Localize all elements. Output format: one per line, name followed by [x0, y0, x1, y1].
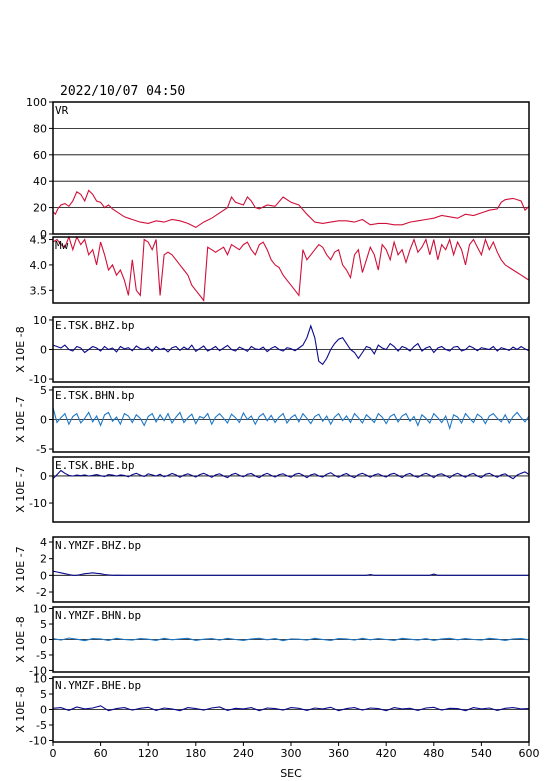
tsk_bhe-panel-label: E.TSK.BHE.bp — [55, 459, 134, 472]
ymzf_bhe-ytick-label: 5 — [40, 688, 47, 701]
ymzf_bhe-yaxis-label: X 10E -8 — [14, 686, 27, 732]
vr-ytick-label: 80 — [33, 122, 47, 135]
tsk_bhe-series-line — [52, 469, 530, 480]
ymzf_bhe-ytick-label: 10 — [33, 673, 47, 686]
xaxis-label: SEC — [280, 767, 302, 780]
ymzf_bhn-ytick-label: -5 — [36, 649, 47, 662]
tsk_bhz-panel-label: E.TSK.BHZ.bp — [55, 319, 134, 332]
ymzf_bhe-ytick-label: -10 — [29, 734, 47, 747]
date-time-header: 2022/10/07 04:50 — [60, 84, 186, 99]
ymzf_bhn-ytick-label: 10 — [33, 603, 47, 616]
ymzf_bhz-yaxis-label: X 10E -7 — [14, 546, 27, 592]
tsk_bhe-panel-frame — [52, 456, 530, 523]
tsk_bhz-ytick-label: 0 — [40, 344, 47, 357]
tsk_bhn-panel-label: E.TSK.BHN.bp — [55, 389, 134, 402]
vr-ytick-label: 60 — [33, 149, 47, 162]
ymzf_bhz-ytick-label: -2 — [36, 586, 47, 599]
mw-panel-frame — [52, 236, 530, 304]
ymzf_bhe-panel-label: N.YMZF.BHE.bp — [55, 679, 141, 692]
ymzf_bhe-ytick-label: -5 — [36, 719, 47, 732]
ymzf_bhe-series-line — [52, 705, 530, 712]
xtick-label: 240 — [233, 747, 254, 760]
xtick-label: 420 — [376, 747, 397, 760]
ymzf_bhn-ytick-label: 0 — [40, 634, 47, 647]
ymzf_bhz-ytick-label: 2 — [40, 553, 47, 566]
mw-ytick-label: 3.5 — [30, 284, 48, 297]
mw-ytick-label: 4.0 — [30, 259, 48, 272]
ymzf_bhn-yaxis-label: X 10E -8 — [14, 616, 27, 662]
vr-panel-label: VR — [55, 104, 69, 117]
xtick-label: 540 — [471, 747, 492, 760]
vr-panel-frame — [52, 101, 530, 235]
tsk_bhz-yaxis-label: X 10E -8 — [14, 326, 27, 372]
ymzf_bhz-ytick-label: 4 — [40, 536, 47, 549]
ymzf_bhn-panel-label: N.YMZF.BHN.bp — [55, 609, 141, 622]
vr-ytick-label: 100 — [26, 96, 47, 109]
xtick-label: 300 — [281, 747, 302, 760]
tsk_bhn-yaxis-label: X 10E -7 — [14, 396, 27, 442]
vr-series-line — [52, 189, 530, 229]
tsk_bhn-ytick-label: 0 — [40, 414, 47, 427]
tsk_bhn-series-line — [52, 407, 530, 431]
ymzf_bhz-panel-frame — [52, 536, 530, 603]
ymzf_bhz-panel-label: N.YMZF.BHZ.bp — [55, 539, 141, 552]
tsk_bhz-series-line — [52, 324, 530, 366]
xtick-label: 120 — [138, 747, 159, 760]
tsk_bhe-yaxis-label: X 10E -7 — [14, 466, 27, 512]
vr-ytick-label: 20 — [33, 202, 47, 215]
ymzf_bhe-ytick-label: 0 — [40, 704, 47, 717]
tsk_bhn-ytick-label: -5 — [36, 443, 47, 456]
xtick-label: 480 — [423, 747, 444, 760]
vr-ytick-label: 40 — [33, 175, 47, 188]
ymzf_bhz-series-line — [52, 570, 529, 576]
ymzf_bhn-ytick-label: 5 — [40, 618, 47, 631]
xtick-label: 0 — [50, 747, 57, 760]
xtick-label: 600 — [519, 747, 540, 760]
tsk_bhe-ytick-label: 0 — [40, 470, 47, 483]
tsk_bhz-ytick-label: -10 — [29, 373, 47, 386]
tsk_bhe-ytick-label: -10 — [29, 497, 47, 510]
ymzf_bhn-series-line — [52, 637, 530, 642]
tsk_bhn-ytick-label: 5 — [40, 384, 47, 397]
ymzf_bhn-ytick-label: -10 — [29, 664, 47, 677]
tsk_bhz-ytick-label: 10 — [33, 314, 47, 327]
xtick-label: 60 — [94, 747, 108, 760]
mw-series-line — [52, 235, 530, 302]
mw-ytick-label: 4.5 — [30, 234, 48, 247]
xtick-label: 180 — [185, 747, 206, 760]
vr-ytick-label: 0 — [40, 228, 47, 241]
xtick-label: 360 — [328, 747, 349, 760]
mw-panel-label: Mw — [55, 239, 69, 252]
ymzf_bhz-ytick-label: 0 — [40, 569, 47, 582]
